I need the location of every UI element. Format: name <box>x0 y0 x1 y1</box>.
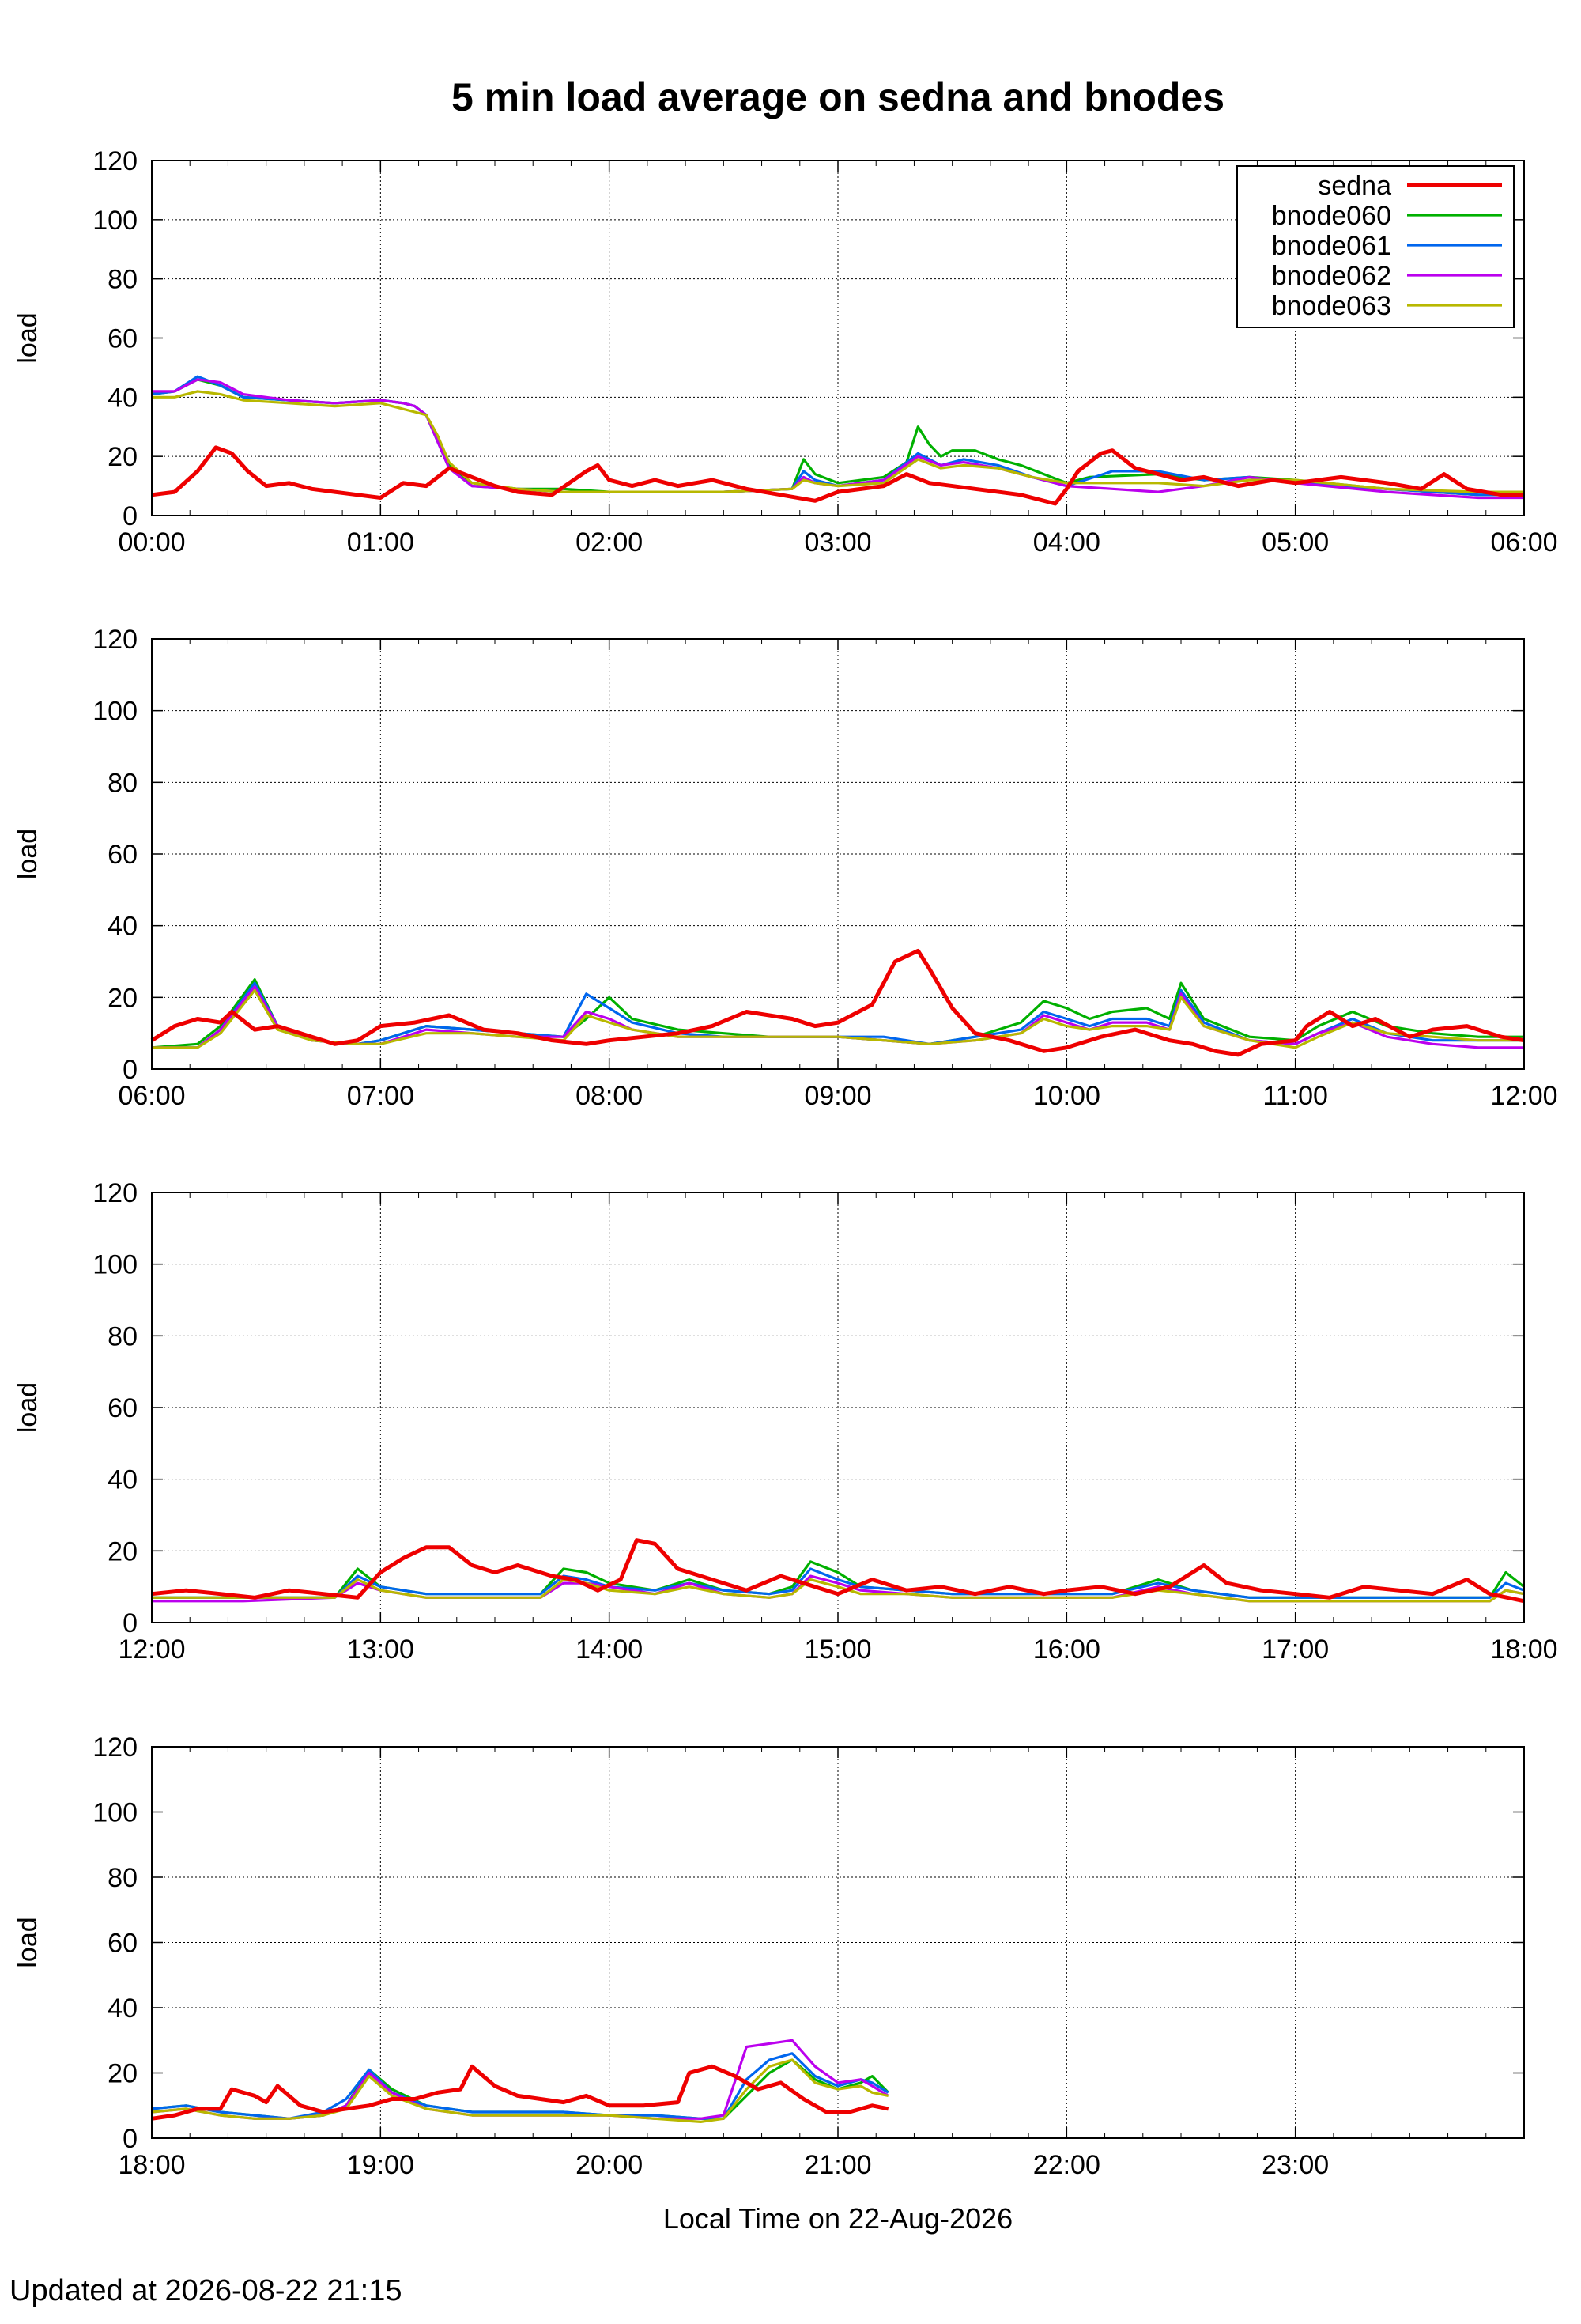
series-line-sedna <box>151 445 1524 506</box>
y-tick-label: 80 <box>108 768 138 798</box>
y-tick-label: 40 <box>108 912 138 942</box>
y-axis-label: load <box>13 312 43 363</box>
y-axis-label: load <box>13 1917 43 1967</box>
x-tick-label: 10:00 <box>1033 1081 1100 1111</box>
x-tick-label: 02:00 <box>575 527 643 557</box>
plot-frame <box>151 1192 1525 1623</box>
y-tick-label: 60 <box>108 1929 138 1959</box>
y-tick-label: 60 <box>108 324 138 354</box>
series-line-bnode063 <box>152 1578 1525 1603</box>
legend-label: bnode061 <box>1272 231 1391 261</box>
y-axis-label: load <box>13 1382 43 1433</box>
x-tick-label: 06:00 <box>1490 527 1557 557</box>
y-tick-label: 120 <box>92 1733 138 1763</box>
x-axis-label: Local Time on 22-Aug-2026 <box>663 2202 1013 2235</box>
chart-panel: 0 20 40 60 80 100 120 00:00 01:00 02:00 03:00 04:00… <box>13 146 1558 557</box>
y-tick-label: 80 <box>108 1321 138 1351</box>
x-tick-label: 06:00 <box>118 1081 185 1111</box>
series-line-bnode060 <box>151 2058 889 2120</box>
x-tick-label: 21:00 <box>804 2150 871 2180</box>
y-tick-label: 0 <box>123 2124 138 2154</box>
y-tick-label: 100 <box>92 1798 138 1828</box>
series-line-sedna <box>150 948 1525 1057</box>
y-tick-label: 60 <box>108 1393 138 1423</box>
x-tick-label: 22:00 <box>1033 2150 1100 2180</box>
series-line-bnode063 <box>151 2058 889 2123</box>
y-tick-label: 0 <box>123 1055 138 1085</box>
updated-timestamp: Updated at 2026-08-22 21:15 <box>9 2274 402 2307</box>
chart-panel: 0 20 40 60 80 100 120 06:00 07:00 08:00 09:00 10:00… <box>13 625 1558 1111</box>
legend-label: bnode060 <box>1272 201 1391 231</box>
series-line-bnode063 <box>152 988 1524 1049</box>
plot-frame <box>151 1746 1525 2139</box>
series-line-sedna <box>151 2064 889 2121</box>
x-tick-label: 23:00 <box>1262 2150 1329 2180</box>
x-tick-label: 17:00 <box>1262 1634 1329 1665</box>
legend-label: bnode063 <box>1272 291 1391 321</box>
x-tick-label: 11:00 <box>1262 1081 1328 1111</box>
y-tick-label: 20 <box>108 983 138 1013</box>
chart-title: 5 min load average on sedna and bnodes <box>451 75 1224 119</box>
series-line-bnode062 <box>151 2039 889 2120</box>
series-line-bnode063 <box>152 390 1524 493</box>
x-tick-label: 18:00 <box>118 2150 185 2180</box>
x-tick-label: 16:00 <box>1033 1634 1100 1665</box>
chart-panels: 0 20 40 60 80 100 120 00:00 01:00 02:00 03:00 04:00… <box>13 146 1558 2180</box>
legend-label: sedna <box>1318 171 1391 201</box>
legend-label: bnode062 <box>1272 261 1391 291</box>
y-tick-label: 100 <box>92 1250 138 1280</box>
y-tick-label: 60 <box>108 840 138 870</box>
x-tick-label: 00:00 <box>118 527 185 557</box>
x-tick-label: 07:00 <box>347 1081 414 1111</box>
y-tick-label: 80 <box>108 265 138 295</box>
y-tick-label: 120 <box>92 146 138 176</box>
plot-frame <box>151 160 1525 516</box>
y-tick-label: 40 <box>108 1993 138 2024</box>
x-tick-label: 15:00 <box>804 1634 871 1665</box>
x-tick-label: 09:00 <box>804 1081 871 1111</box>
x-tick-label: 12:00 <box>1490 1081 1557 1111</box>
y-tick-label: 0 <box>123 1608 138 1638</box>
y-tick-label: 100 <box>92 697 138 727</box>
x-tick-label: 01:00 <box>347 527 414 557</box>
y-axis-label: load <box>13 829 43 879</box>
y-tick-label: 40 <box>108 383 138 413</box>
y-tick-label: 20 <box>108 2059 138 2089</box>
y-tick-label: 20 <box>108 442 138 472</box>
y-tick-label: 40 <box>108 1465 138 1495</box>
x-tick-label: 13:00 <box>347 1634 414 1665</box>
x-tick-label: 12:00 <box>118 1634 185 1665</box>
y-tick-label: 80 <box>108 1863 138 1893</box>
y-tick-label: 20 <box>108 1536 138 1566</box>
x-tick-label: 14:00 <box>575 1634 643 1665</box>
series-line-sedna <box>151 1538 1525 1604</box>
chart-panel: 0 20 40 60 80 100 120 18:00 19:00 20:00 21:00 22:00… <box>13 1733 1525 2180</box>
y-tick-label: 120 <box>92 625 138 655</box>
x-tick-label: 19:00 <box>347 2150 414 2180</box>
plot-frame <box>151 638 1525 1070</box>
y-tick-label: 0 <box>123 501 138 531</box>
series-line-bnode061 <box>152 1567 1525 1599</box>
chart-panel: 0 20 40 60 80 100 120 12:00 13:00 14:00 15:00 16:00… <box>13 1178 1558 1665</box>
legend-box <box>1236 165 1515 328</box>
x-tick-label: 05:00 <box>1262 527 1329 557</box>
x-tick-label: 20:00 <box>575 2150 643 2180</box>
x-tick-label: 04:00 <box>1033 527 1100 557</box>
x-tick-label: 03:00 <box>804 527 871 557</box>
x-tick-label: 08:00 <box>575 1081 643 1111</box>
y-tick-label: 100 <box>92 206 138 236</box>
x-tick-label: 18:00 <box>1490 1634 1557 1665</box>
y-tick-label: 120 <box>92 1178 138 1208</box>
